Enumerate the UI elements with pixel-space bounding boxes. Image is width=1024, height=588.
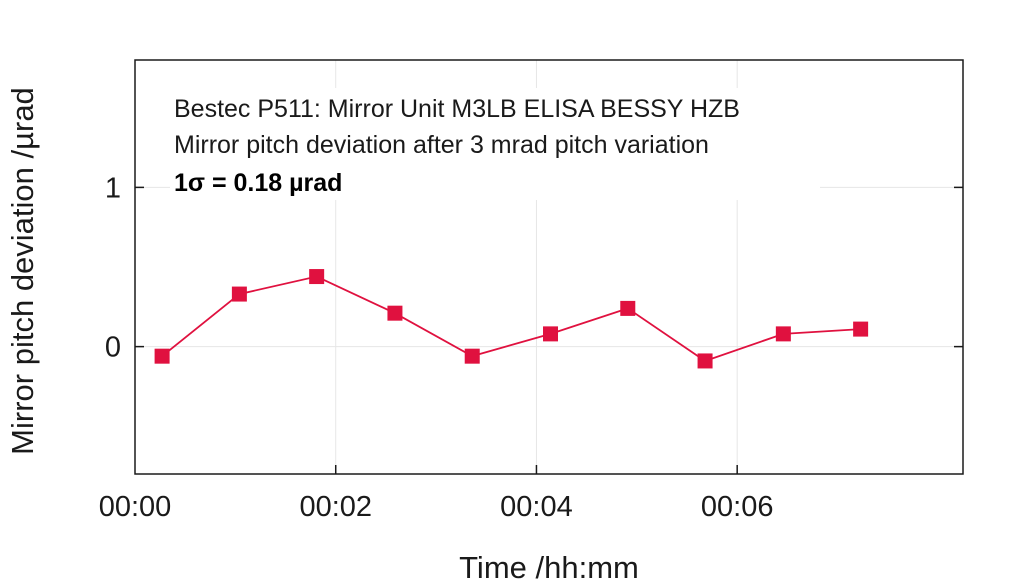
- data-point: [775, 326, 791, 342]
- annotation-sigma: 1σ = 0.18 µrad: [174, 169, 342, 197]
- data-point: [387, 305, 403, 321]
- y-axis-label: Mirror pitch deviation /µrad: [5, 87, 40, 455]
- data-point: [309, 269, 325, 285]
- data-point: [697, 353, 713, 369]
- series-line: [161, 275, 861, 362]
- data-series: [154, 269, 869, 369]
- data-point: [853, 321, 869, 337]
- data-point: [620, 300, 636, 316]
- x-tick-label: 00:00: [99, 491, 172, 523]
- data-point: [543, 326, 559, 342]
- data-point: [154, 348, 170, 364]
- annotation-background: [170, 88, 820, 200]
- plot-area-frame: [134, 59, 964, 475]
- data-point: [231, 286, 247, 302]
- y-tick-label: 0: [105, 332, 121, 364]
- x-tick-label: 00:04: [500, 491, 573, 523]
- axis-ticks: 00:00 00:02 00:04 00:06 0 1: [99, 172, 963, 523]
- x-tick-label: 00:02: [299, 491, 372, 523]
- annotation-block: Bestec P511: Mirror Unit M3LB ELISA BESS…: [170, 88, 820, 200]
- annotation-line-2: Mirror pitch deviation after 3 mrad pitc…: [174, 131, 709, 159]
- data-point: [464, 348, 480, 364]
- annotation-line-1: Bestec P511: Mirror Unit M3LB ELISA BESS…: [174, 95, 740, 123]
- y-tick-label: 1: [105, 172, 121, 204]
- x-tick-label: 00:06: [701, 491, 774, 523]
- x-axis-label: Time /hh:mm: [459, 550, 639, 585]
